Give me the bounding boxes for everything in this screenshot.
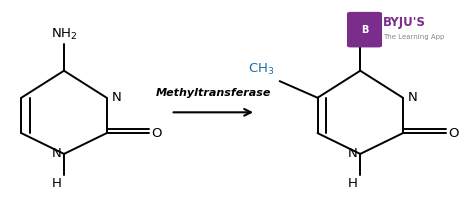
Text: CH$_3$: CH$_3$ [248,62,275,77]
Text: Methyltransferase: Methyltransferase [155,88,271,98]
Text: N: N [348,147,358,160]
Text: B: B [361,25,368,35]
Text: O: O [448,127,458,140]
Text: N: N [408,91,418,104]
Text: N: N [111,91,121,104]
Text: O: O [152,127,162,140]
Text: H: H [52,177,62,190]
Text: NH$_2$: NH$_2$ [51,26,77,42]
Text: The Learning App: The Learning App [383,34,444,40]
Text: H: H [348,177,358,190]
FancyBboxPatch shape [347,12,382,47]
Text: BYJU'S: BYJU'S [383,16,426,29]
Text: N: N [52,147,62,160]
Text: NH$_2$: NH$_2$ [347,26,374,42]
